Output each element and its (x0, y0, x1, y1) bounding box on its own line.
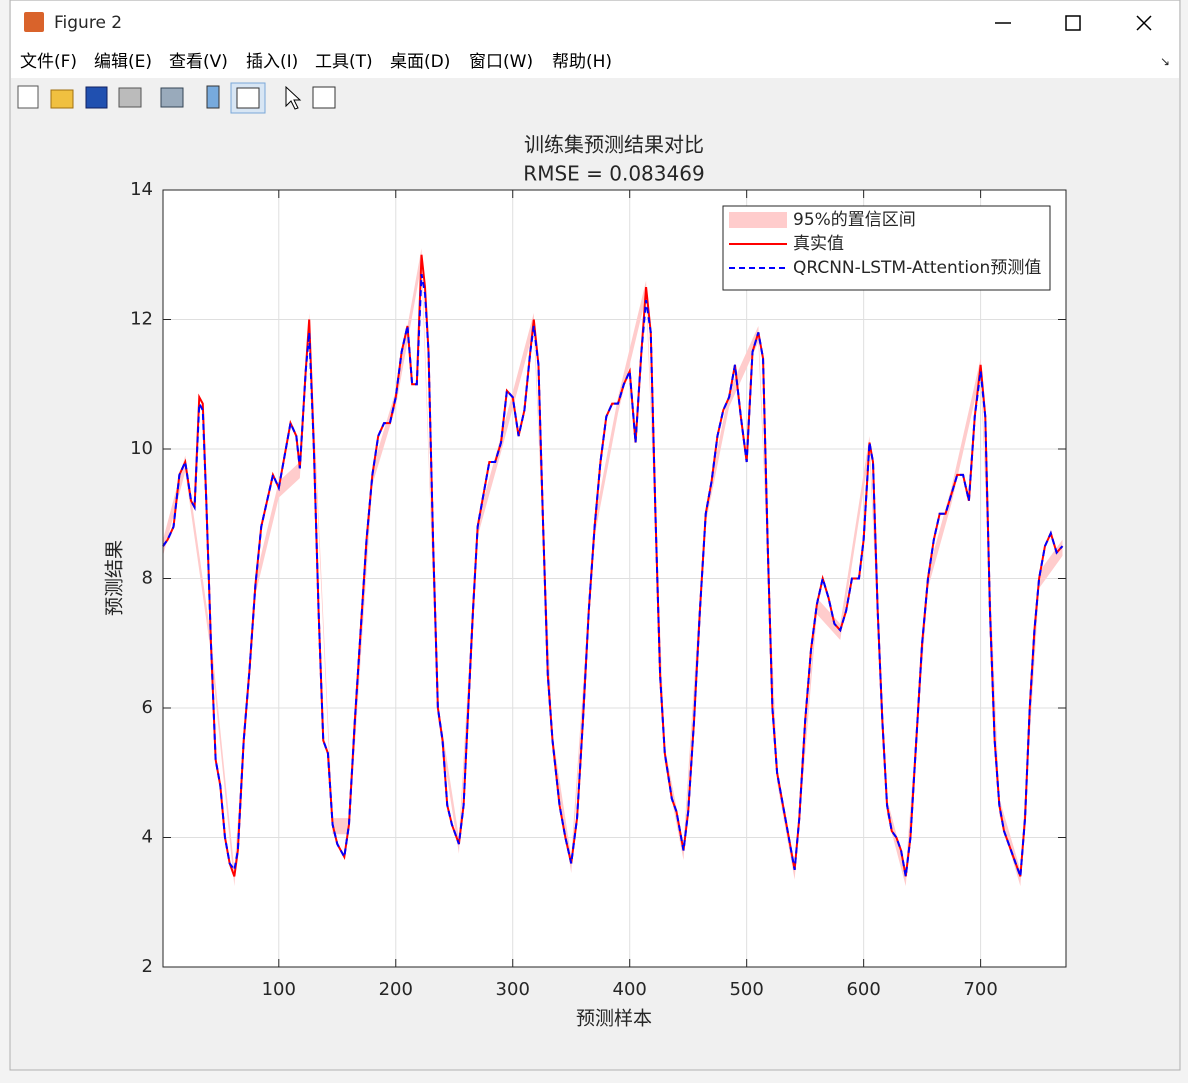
y-axis-label: 预测结果 (104, 540, 126, 616)
property-icon[interactable] (312, 86, 336, 109)
new-icon[interactable] (17, 85, 39, 109)
menu-item[interactable]: 查看(V) (169, 52, 228, 72)
legend-label: 真实值 (793, 234, 844, 254)
link-icon[interactable] (160, 87, 184, 108)
legend-label: QRCNN-LSTM-Attention预测值 (793, 258, 1041, 278)
close-button[interactable] (1136, 15, 1152, 31)
chart-subtitle: RMSE = 0.083469 (523, 162, 704, 186)
menu-item[interactable]: 插入(I) (246, 52, 298, 72)
y-tick-label: 8 (142, 568, 153, 589)
toolbar-icons (17, 82, 336, 114)
print-icon[interactable] (118, 87, 142, 108)
app-icon (24, 12, 44, 32)
x-tick-label: 500 (729, 979, 763, 1000)
plot (162, 189, 1066, 968)
y-tick-label: 2 (142, 956, 153, 977)
y-tick-label: 10 (130, 438, 153, 459)
y-tick-label: 12 (130, 309, 153, 330)
save-icon[interactable] (85, 86, 108, 109)
x-tick-label: 600 (846, 979, 880, 1000)
x-axis-label: 预测样本 (576, 1008, 652, 1030)
window-title: Figure 2 (54, 13, 122, 33)
y-tick-label: 4 (142, 827, 153, 848)
legend-label: 95%的置信区间 (793, 210, 916, 230)
maximize-button[interactable] (1065, 15, 1081, 31)
menu-item[interactable]: 工具(T) (315, 52, 373, 72)
menu-item[interactable]: 编辑(E) (94, 52, 152, 72)
x-tick-label: 300 (496, 979, 530, 1000)
pointer-icon[interactable] (285, 85, 302, 110)
dock-arrow[interactable]: ↘ (1160, 55, 1170, 69)
menu-item[interactable]: 帮助(H) (552, 52, 612, 72)
y-tick-label: 14 (130, 179, 153, 200)
x-tick-label: 700 (963, 979, 997, 1000)
axes-box (162, 189, 1067, 968)
x-tick-label: 400 (613, 979, 647, 1000)
y-tick-label: 6 (142, 697, 153, 718)
x-tick-label: 200 (379, 979, 413, 1000)
colorbar-icon[interactable] (206, 85, 220, 109)
menu-item[interactable]: 文件(F) (20, 52, 77, 72)
toolbar (11, 79, 1179, 117)
series-line (162, 274, 1064, 877)
menu-bar (11, 44, 1179, 78)
legend-swatch (729, 212, 787, 228)
legend-icon (236, 87, 260, 109)
menu-item[interactable]: 桌面(D) (390, 52, 450, 72)
chart-title: 训练集预测结果对比 (524, 133, 704, 157)
menu-item[interactable]: 窗口(W) (469, 52, 533, 72)
open-icon[interactable] (50, 89, 74, 109)
title-bar (11, 1, 1179, 44)
x-tick-label: 100 (262, 979, 296, 1000)
